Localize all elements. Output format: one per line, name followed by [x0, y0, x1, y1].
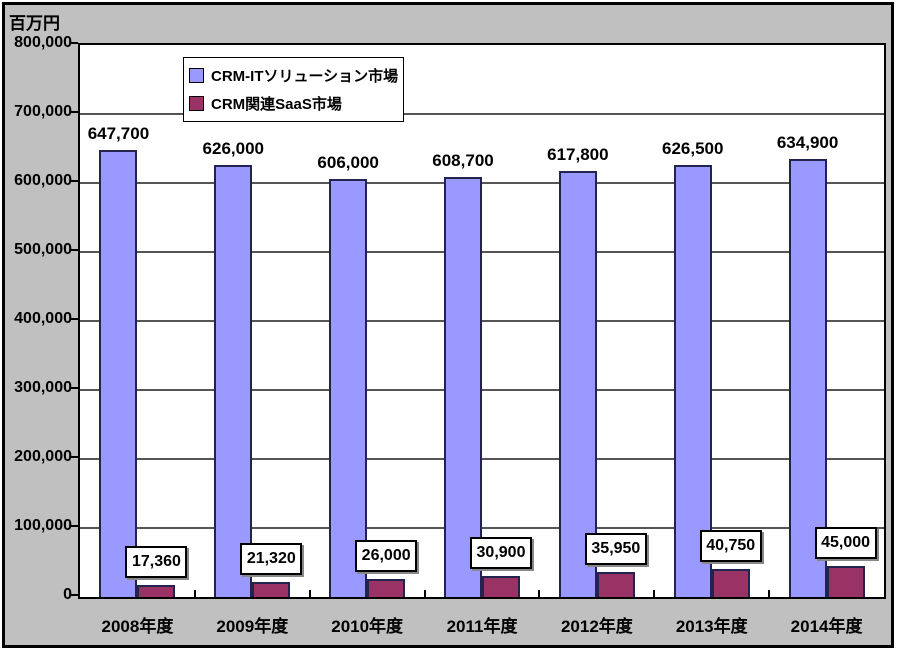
x-axis-label: 2008年度	[101, 617, 174, 636]
bar-value-box-crm-saas: 26,000	[355, 540, 418, 572]
legend: CRM-ITソリューション市場 CRM関連SaaS市場	[183, 57, 405, 122]
y-axis-tick-mark	[71, 318, 78, 320]
bar-pair	[539, 45, 654, 597]
bar-value-label-crm-it-solution: 606,000	[317, 153, 379, 172]
bar-crm-it-solution	[673, 165, 712, 597]
y-axis-tick-label: 500,000	[14, 241, 72, 258]
bar-pair	[195, 45, 310, 597]
y-axis-tick-label: 700,000	[14, 103, 72, 120]
bar-crm-it-solution	[99, 150, 138, 597]
x-axis-label: 2012年度	[560, 617, 633, 636]
x-axis-tick-mark	[423, 590, 426, 597]
bar-value-label-crm-it-solution: 626,500	[661, 139, 724, 158]
x-axis-label: 2011年度	[446, 617, 518, 636]
x-axis-label: 2014年度	[790, 617, 863, 636]
category-column: 634,900 45,000	[769, 45, 884, 597]
y-axis-tick-mark	[71, 387, 78, 389]
y-axis-tick-label: 600,000	[14, 172, 72, 189]
bar-value-label-crm-it-solution: 617,800	[547, 145, 609, 164]
y-axis-tick-label: 400,000	[14, 310, 72, 327]
x-axis-tick-mark	[308, 590, 311, 597]
legend-label-crm-it-solution: CRM-ITソリューション市場	[211, 67, 399, 85]
y-axis-tick-label: 800,000	[14, 34, 72, 51]
bar-crm-it-solution	[558, 171, 597, 597]
bar-crm-it-solution	[329, 179, 368, 597]
bar-value-box-crm-saas: 45,000	[814, 527, 877, 559]
bar-pair	[654, 45, 769, 597]
bar-crm-it-solution	[788, 159, 827, 597]
bar-value-label-crm-it-solution: 634,900	[776, 133, 839, 152]
x-axis-labels: 2008年度 2009年度 2010年度 2011年度 2012年度 2013年度 2014…	[80, 616, 884, 638]
bar-value-box-crm-saas: 17,360	[125, 546, 188, 578]
category-column: 647,700 17,360	[80, 45, 195, 597]
y-axis-tick-mark	[71, 180, 78, 182]
y-axis-tick-mark	[71, 42, 78, 44]
gridline	[80, 320, 884, 322]
y-axis-tick-label: 0	[63, 586, 72, 603]
x-axis-label: 2010年度	[331, 617, 404, 636]
x-axis-label: 2009年度	[216, 617, 289, 636]
gridline	[80, 527, 884, 529]
bar-value-box-crm-saas: 30,900	[470, 537, 532, 569]
legend-item-crm-it-solution: CRM-ITソリューション市場	[189, 64, 398, 86]
x-axis-tick-mark	[653, 590, 656, 597]
bar-crm-it-solution	[214, 165, 253, 597]
y-axis-tick-mark	[71, 249, 78, 251]
legend-swatch-crm-it-solution	[189, 67, 204, 83]
bar-crm-it-solution	[444, 177, 482, 597]
gridline	[80, 251, 884, 253]
x-axis-label: 2013年度	[675, 617, 748, 636]
y-axis-tick-labels: 800,000 700,000 600,000 500,000 400,000 300,0…	[5, 5, 72, 645]
category-column: 626,500 40,750	[654, 45, 769, 597]
bar-crm-saas	[711, 569, 750, 597]
legend-label-crm-saas: CRM関連SaaS市場	[211, 95, 342, 113]
category-column: 606,000 26,000	[310, 45, 425, 597]
legend-swatch-crm-saas	[189, 95, 204, 111]
bar-crm-saas	[137, 585, 176, 597]
y-axis-tick-label: 200,000	[14, 448, 72, 465]
y-axis-tick-mark	[71, 111, 78, 113]
bar-value-box-crm-saas: 40,750	[699, 530, 762, 562]
category-column: 626,000 21,320	[195, 45, 310, 597]
bar-crm-saas	[367, 579, 406, 597]
bar-value-box-crm-saas: 21,320	[240, 543, 303, 575]
y-axis-tick-label: 300,000	[14, 379, 72, 396]
category-column: 608,700 30,900	[425, 45, 540, 597]
y-axis-tick-mark	[71, 525, 78, 527]
bar-pair	[425, 45, 540, 597]
bar-value-label-crm-it-solution: 608,700	[432, 151, 494, 170]
chart-area: 百万円 800,000 700,000 600,000 500,000 400,000 3…	[2, 2, 894, 648]
x-axis-tick-mark	[193, 590, 196, 597]
bar-crm-saas	[252, 582, 291, 597]
gridline	[80, 113, 884, 115]
gridline	[80, 182, 884, 184]
bar-value-label-crm-it-solution: 647,700	[87, 124, 150, 143]
x-axis-tick-mark	[538, 590, 541, 597]
bar-pair	[310, 45, 425, 597]
bar-pair	[769, 45, 884, 597]
bar-columns: 647,700 17,360 626,000 21,320 606,000 26,000 6…	[80, 45, 884, 597]
bar-crm-saas	[482, 576, 520, 597]
category-column: 617,800 35,950	[539, 45, 654, 597]
bar-crm-saas	[826, 566, 865, 597]
bar-crm-saas	[596, 572, 635, 597]
x-axis-tick-mark	[768, 590, 771, 597]
y-axis-tick-mark	[71, 594, 78, 596]
bar-value-box-crm-saas: 35,950	[584, 533, 647, 565]
y-axis-tick-label: 100,000	[14, 517, 72, 534]
bar-pair	[80, 45, 195, 597]
gridline	[80, 458, 884, 460]
plot-area: 647,700 17,360 626,000 21,320 606,000 26,000 6…	[78, 43, 886, 599]
bar-value-label-crm-it-solution: 626,000	[202, 139, 265, 158]
y-axis-tick-mark	[71, 456, 78, 458]
gridline	[80, 389, 884, 391]
y-axis-unit-label: 百万円	[9, 14, 60, 33]
legend-item-crm-saas: CRM関連SaaS市場	[189, 92, 398, 114]
